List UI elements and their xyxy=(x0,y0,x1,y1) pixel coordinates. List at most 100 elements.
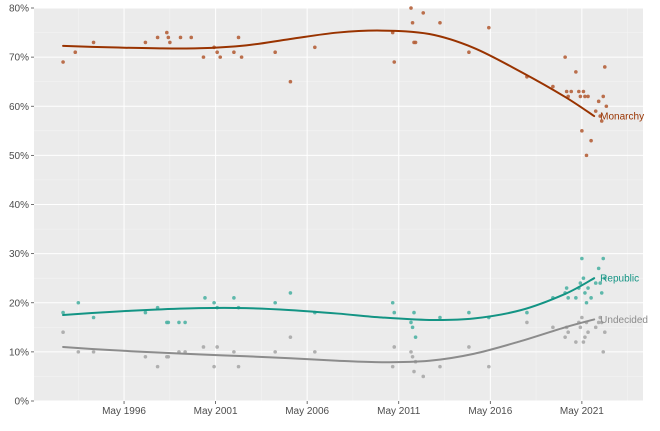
monarchy-point xyxy=(91,40,96,45)
republic-point xyxy=(580,256,584,261)
monarchy-point xyxy=(467,50,471,55)
monarchy-point xyxy=(201,55,206,59)
monarchy-point xyxy=(409,6,413,10)
undecided-series-label: Undecided xyxy=(600,315,648,326)
monarchy-series-label: Monarchy xyxy=(600,112,644,123)
y-tick-label: 40% xyxy=(9,200,29,211)
undecided-point xyxy=(487,364,491,369)
republic-point xyxy=(593,281,598,285)
republic-series-label: Republic xyxy=(600,274,639,285)
republic-point xyxy=(413,335,418,339)
republic-point xyxy=(203,296,207,300)
y-tick-label: 50% xyxy=(9,151,29,162)
monarchy-point xyxy=(604,104,609,109)
monarchy-point xyxy=(73,50,78,55)
monarchy-point xyxy=(313,45,317,50)
republic-point xyxy=(467,310,471,315)
undecided-point xyxy=(412,369,416,374)
republic-point xyxy=(589,296,593,300)
monarchy-point xyxy=(593,109,598,113)
monarchy-point xyxy=(601,94,606,99)
undecided-point xyxy=(91,350,96,354)
republic-point xyxy=(596,266,601,271)
monarchy-point xyxy=(215,50,219,55)
x-axis: May 1996 May 2001 May 2006 May 2011 May 2016… xyxy=(102,401,604,417)
monarchy-point xyxy=(578,94,583,99)
republic-point xyxy=(564,286,569,290)
undecided-point xyxy=(563,335,567,339)
monarchy-point xyxy=(551,84,555,89)
undecided-point xyxy=(574,340,578,344)
monarchy-point xyxy=(165,30,169,35)
undecided-point xyxy=(143,354,148,359)
monarchy-point xyxy=(273,50,277,55)
republic-point xyxy=(581,276,586,280)
monarchy-point xyxy=(232,50,236,55)
republic-point xyxy=(598,281,602,285)
republic-point xyxy=(177,320,181,325)
undecided-point xyxy=(593,325,598,330)
undecided-point xyxy=(551,325,555,330)
monarchy-point xyxy=(155,35,160,40)
major-gridlines xyxy=(34,7,643,402)
x-tick-label: May 2021 xyxy=(560,406,604,417)
undecided-point xyxy=(313,350,317,354)
monarchy-point xyxy=(487,25,491,30)
undecided-point xyxy=(201,345,206,349)
data-points xyxy=(61,6,609,379)
undecided-point xyxy=(581,340,586,344)
undecided-point xyxy=(409,350,413,354)
monarchy-point xyxy=(596,99,601,104)
y-tick-label: 60% xyxy=(9,102,29,113)
republic-point xyxy=(232,296,236,300)
monarchy-point xyxy=(61,60,65,64)
republic-point xyxy=(183,320,187,325)
republic-trend-line xyxy=(62,277,596,322)
republic-point xyxy=(143,310,148,315)
republic-point xyxy=(409,320,413,325)
y-tick-label: 70% xyxy=(9,53,29,64)
undecided-point xyxy=(155,364,160,369)
monarchy-point xyxy=(143,40,148,45)
monarchy-point xyxy=(218,55,223,59)
undecided-point xyxy=(601,350,606,354)
x-tick-label: May 2001 xyxy=(194,406,238,417)
monarchy-point xyxy=(577,89,581,94)
monarchy-point xyxy=(563,55,567,59)
undecided-point xyxy=(438,364,442,369)
monarchy-point xyxy=(392,60,397,64)
undecided-point xyxy=(232,350,236,354)
undecided-point xyxy=(76,350,81,354)
trend-lines xyxy=(62,29,596,364)
republic-point xyxy=(288,291,293,295)
republic-point xyxy=(91,315,96,320)
republic-point xyxy=(61,310,65,315)
undecided-point xyxy=(273,350,277,354)
undecided-point xyxy=(467,345,471,349)
undecided-point xyxy=(421,374,426,379)
republic-point xyxy=(392,310,397,315)
monarchy-point xyxy=(168,40,172,45)
undecided-point xyxy=(61,330,65,335)
undecided-point xyxy=(566,330,570,335)
republic-point xyxy=(390,300,395,305)
undecided-point xyxy=(390,364,395,369)
republic-point xyxy=(566,296,570,300)
republic-point xyxy=(438,315,442,320)
monarchy-point xyxy=(166,35,171,40)
republic-point xyxy=(583,291,587,295)
monarchy-point xyxy=(580,129,584,133)
undecided-point xyxy=(166,354,171,359)
x-tick-label: May 2011 xyxy=(377,406,421,417)
monarchy-point xyxy=(581,89,586,94)
republic-point xyxy=(273,300,277,305)
monarchy-point xyxy=(178,35,183,40)
monarchy-point xyxy=(598,114,602,118)
monarchy-point xyxy=(438,20,442,25)
undecided-point xyxy=(586,330,590,335)
series-labels: Monarchy Republic Undecided xyxy=(600,112,648,326)
monarchy-point xyxy=(584,153,589,158)
undecided-point xyxy=(596,320,601,325)
republic-point xyxy=(578,281,583,285)
undecided-point xyxy=(410,354,415,359)
